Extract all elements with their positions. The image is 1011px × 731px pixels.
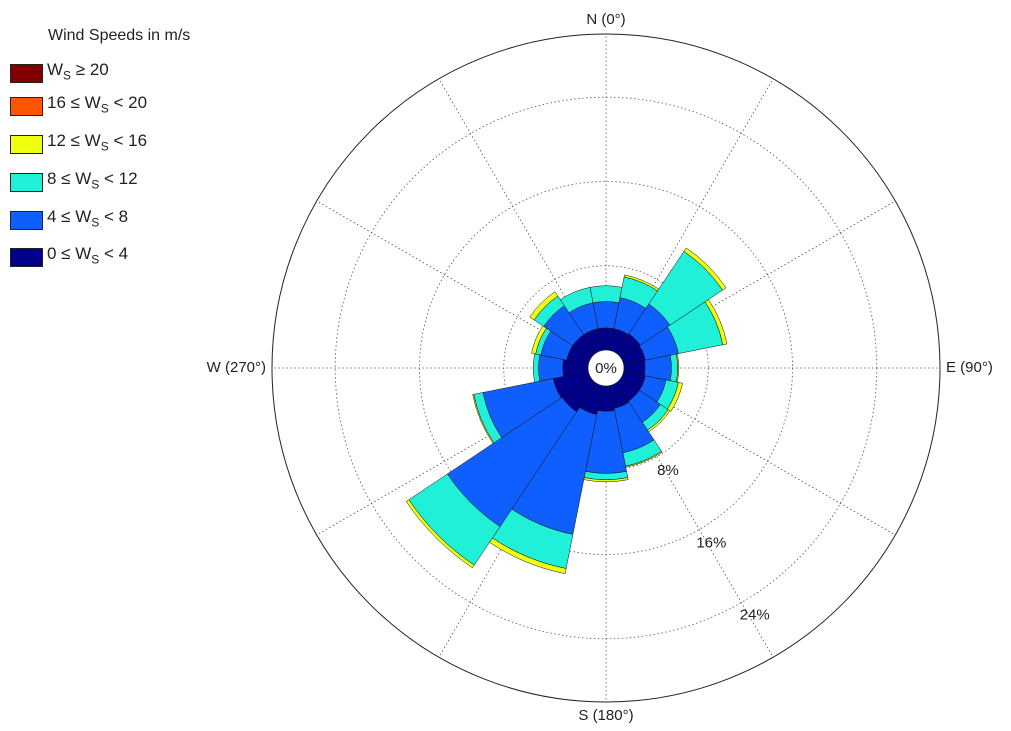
legend-label: 0 ≤ WS < 4 <box>47 244 129 267</box>
ring-circle <box>334 96 878 640</box>
legend-swatch <box>10 248 43 267</box>
direction-label: E (90°) <box>946 359 993 376</box>
sector-segment <box>669 353 678 383</box>
legend-swatch <box>10 173 43 192</box>
ring-label: 16% <box>696 534 726 551</box>
legend-label: WS ≥ 20 <box>47 60 109 83</box>
direction-label: W (270°) <box>207 359 266 376</box>
sector-segment <box>405 499 475 569</box>
sector-segment <box>683 247 727 291</box>
center-label: 0% <box>595 360 617 377</box>
direction-label: S (180°) <box>578 707 633 724</box>
sector-segment <box>559 287 594 314</box>
legend-swatch <box>10 64 43 83</box>
legend-title: Wind Speeds in m/s <box>48 27 191 44</box>
legend-label: 8 ≤ WS < 12 <box>47 169 138 192</box>
legend-swatch <box>10 135 43 154</box>
legend-swatch <box>10 211 43 230</box>
ring-label: 24% <box>740 607 770 624</box>
legend-label: 16 ≤ WS < 20 <box>47 93 148 116</box>
axis-labels: 0% N (0°) E (90°) S (180°) W (270°) 8% 16% 24% <box>207 11 993 724</box>
ring-circle <box>419 181 793 555</box>
legend-swatch <box>10 97 43 116</box>
legend-label: 4 ≤ WS < 8 <box>47 207 129 230</box>
center-hole <box>587 349 625 387</box>
sector-segment <box>704 299 728 346</box>
wind-sectors <box>405 247 728 574</box>
sector-segment <box>472 394 495 444</box>
direction-label: N (0°) <box>586 11 625 28</box>
legend-label: 12 ≤ WS < 16 <box>47 131 148 154</box>
sector-segment <box>589 285 623 304</box>
sector-segment <box>529 291 559 321</box>
ring-label: 8% <box>657 462 679 479</box>
